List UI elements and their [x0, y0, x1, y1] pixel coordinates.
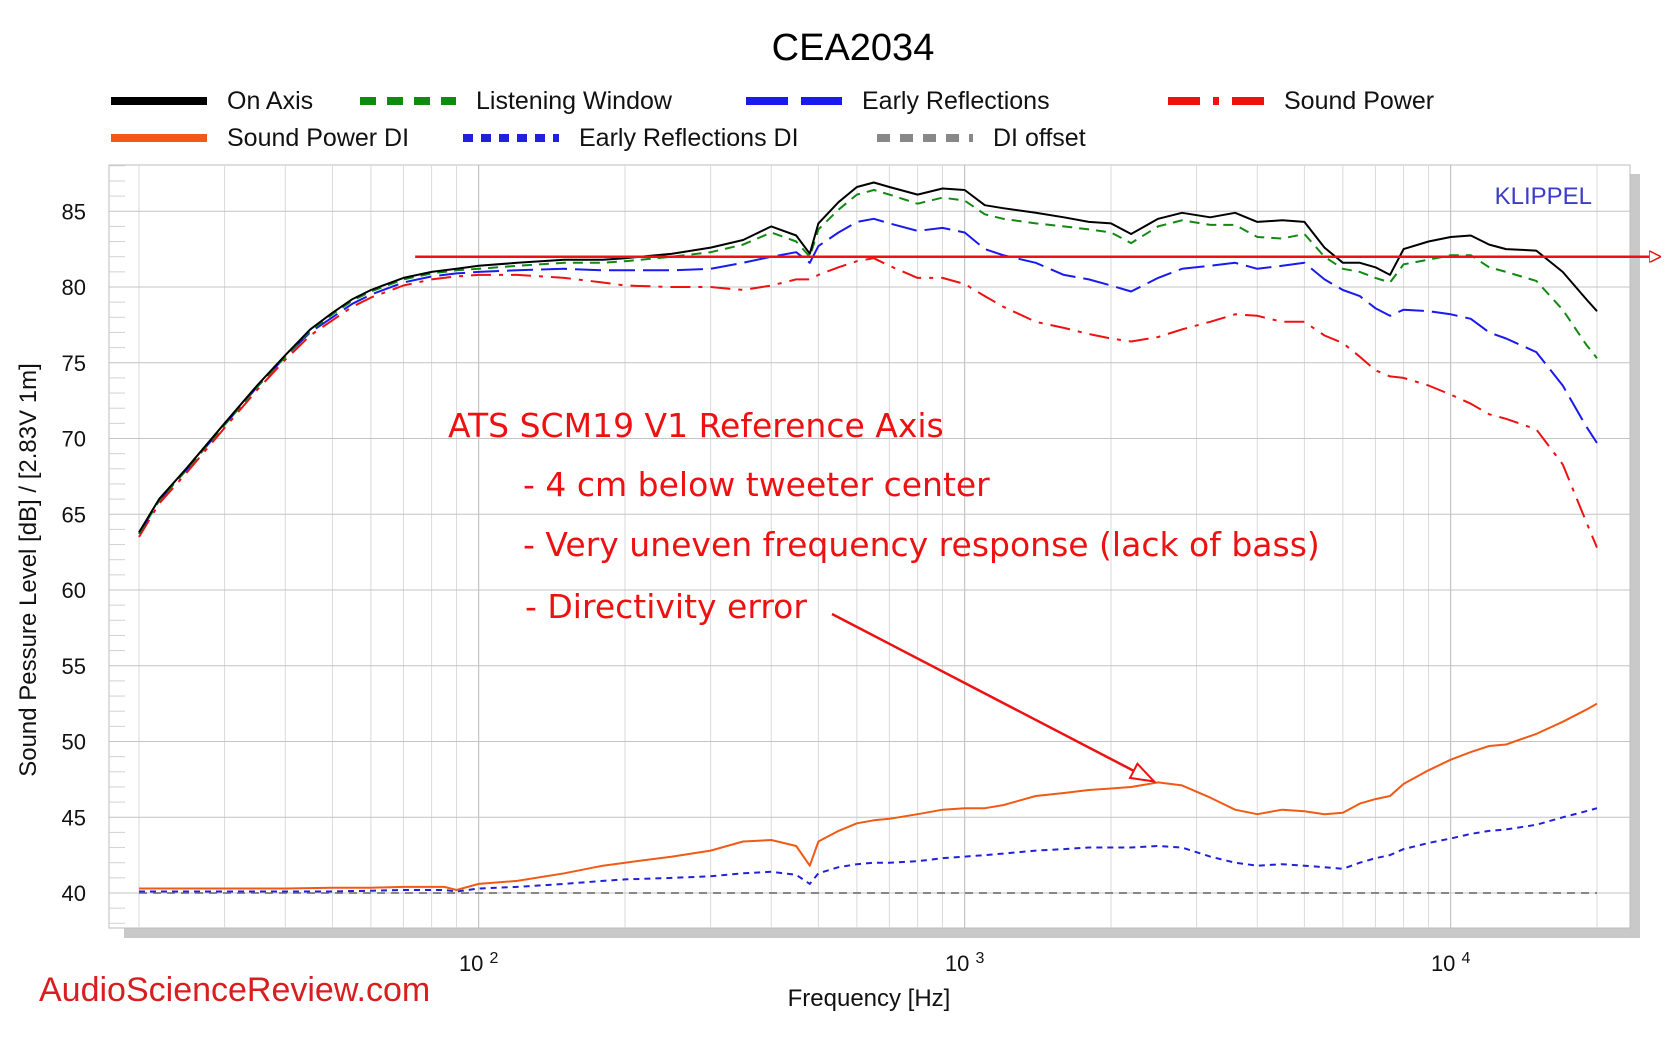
series-line-sound-power-di [139, 702, 1598, 891]
y-axis-ticks: 40 45 50 55 60 65 70 75 80 85 [62, 199, 86, 906]
y-tick-label: 80 [62, 275, 86, 300]
annotation-line-2: - 4 cm below tweeter center [523, 465, 990, 504]
legend-item: On Axis [111, 87, 313, 115]
legend-label: DI offset [993, 124, 1086, 152]
plot-area [108, 164, 1631, 929]
series-line-early-reflections-di [139, 807, 1598, 893]
legend-item: DI offset [877, 124, 1086, 152]
brand-label: KLIPPEL [1495, 183, 1592, 210]
y-tick-label: 50 [62, 730, 86, 755]
y-axis-label: Sound Pessure Level [dB] / [2.83V 1m] [15, 363, 42, 777]
x-axis-label: Frequency [Hz] [788, 985, 951, 1012]
legend: On Axis Listening Window Early Reflections… [111, 87, 1434, 152]
x-tick-label: 10 3 [945, 950, 985, 976]
watermark: AudioScienceReview.com [39, 971, 430, 1009]
annotation-line-4: - Directivity error [525, 587, 807, 626]
legend-label: On Axis [227, 87, 313, 115]
y-tick-label: 60 [62, 578, 86, 603]
chart-title: CEA2034 [772, 27, 935, 69]
series-line-early-reflections [138, 217, 1598, 535]
x-tick-label: 10 4 [1431, 950, 1471, 976]
legend-item: Sound Power DI [111, 124, 409, 152]
legend-label: Sound Power [1284, 87, 1434, 115]
x-tick-label: 10 2 [459, 950, 499, 976]
legend-label: Listening Window [476, 87, 673, 115]
y-tick-label: 85 [62, 199, 86, 224]
annotation-line-1: ATS SCM19 V1 Reference Axis [448, 406, 944, 445]
annotation-line-3: - Very uneven frequency response (lack o… [523, 525, 1320, 564]
y-tick-label: 65 [62, 502, 86, 527]
y-tick-label: 55 [62, 654, 86, 679]
annotation-arrow [831, 612, 1154, 781]
series-layer [138, 181, 1598, 894]
legend-label: Early Reflections DI [579, 124, 799, 152]
series-line-sound-power [138, 257, 1598, 548]
legend-item: Early Reflections [746, 87, 1050, 115]
y-tick-label: 40 [62, 881, 86, 906]
legend-label: Early Reflections [862, 87, 1050, 115]
x-axis-ticks: 10 2 10 3 10 4 [459, 950, 1471, 976]
y-tick-label: 45 [62, 805, 86, 830]
legend-item: Listening Window [360, 87, 673, 115]
y-tick-label: 75 [62, 351, 86, 376]
legend-item: Sound Power [1168, 87, 1434, 115]
y-tick-label: 70 [62, 427, 86, 452]
legend-label: Sound Power DI [227, 124, 409, 152]
legend-item: Early Reflections DI [463, 124, 799, 152]
series-line-on-axis [138, 181, 1598, 533]
